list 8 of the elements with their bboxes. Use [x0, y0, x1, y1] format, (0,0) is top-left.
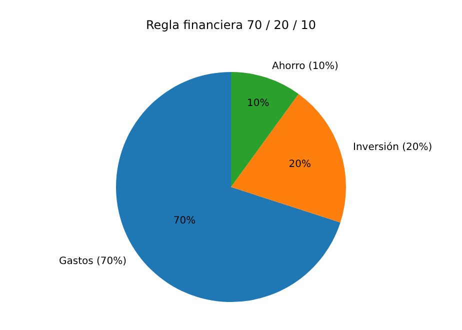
data-label: 10%	[247, 98, 270, 109]
data-label: 70%	[173, 215, 196, 226]
slice-label: Ahorro (10%)	[272, 61, 339, 72]
pie-slice	[231, 94, 346, 223]
slice-label: Gastos (70%)	[59, 256, 127, 267]
data-label: 20%	[288, 159, 311, 170]
slice-label: Inversión (20%)	[353, 142, 432, 153]
chart-title: Regla financiera 70 / 20 / 10	[146, 18, 316, 32]
